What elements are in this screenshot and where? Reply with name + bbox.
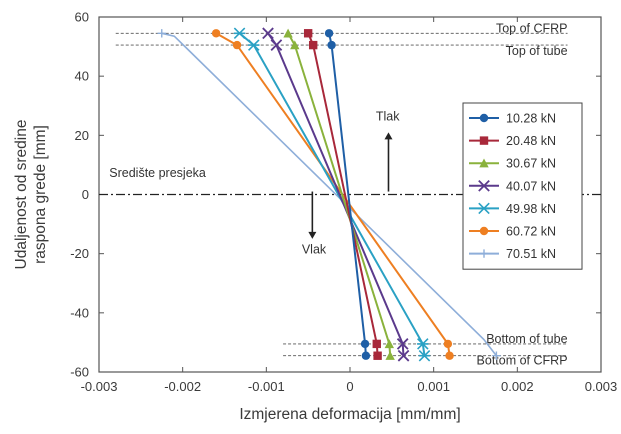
reference-line-label: Top of tube: [506, 44, 568, 58]
annotation-label: Središte presjeka: [109, 166, 206, 180]
reference-lines: Top of CFRP Top of tube Bottom of tube Bott…: [99, 21, 601, 368]
data-point: [417, 338, 429, 350]
legend-label: 30.67 kN: [506, 157, 556, 171]
x-axis-title: Izmjerena deformacija [mm/mm]: [239, 406, 460, 423]
reference-line-label: Bottom of CFRP: [477, 354, 568, 368]
data-point: [360, 339, 370, 349]
series-line: [238, 32, 426, 356]
series-line: [307, 32, 379, 356]
legend: 10.28 kN 20.48 kN 30.67 kN 40.07 kN 49.98 kN…: [462, 102, 583, 270]
data-point: [283, 28, 293, 38]
data-point: [308, 40, 318, 50]
legend-label: 20.48 kN: [506, 134, 556, 148]
data-point: [211, 29, 221, 38]
reference-line-label: Top of CFRP: [496, 21, 568, 35]
y-axis-title: Udaljenost od sredine raspona grede [mm]: [13, 120, 49, 270]
data-point: [290, 40, 300, 50]
x-tick-label: 0.003: [585, 379, 618, 394]
data-point: [262, 27, 274, 40]
y-tick-label: -20: [70, 246, 89, 261]
data-point: [396, 338, 409, 350]
y-tick-label: 60: [75, 10, 89, 25]
series-20-48-kn: [303, 29, 382, 360]
annotation-label: Tlak: [376, 110, 400, 124]
x-tick-label: 0.002: [501, 379, 534, 394]
data-point: [492, 351, 501, 360]
data-point: [397, 349, 410, 362]
data-point: [270, 39, 283, 51]
data-point: [384, 339, 395, 349]
y-tick-label: 0: [82, 187, 89, 202]
data-point: [373, 351, 382, 360]
data-point: [233, 27, 246, 40]
series-40-07-kn: [262, 27, 410, 362]
legend-label: 70.51 kN: [506, 247, 556, 261]
data-point: [478, 179, 490, 192]
direction-arrow-head: [308, 231, 317, 239]
y-tick-label: -40: [70, 305, 89, 320]
legend-label: 40.07 kN: [506, 179, 556, 193]
x-tick-label: -0.001: [248, 379, 285, 394]
data-point: [478, 202, 490, 215]
x-tick-label: 0.001: [417, 379, 450, 394]
legend-label: 10.28 kN: [506, 112, 556, 126]
data-point: [361, 351, 371, 360]
data-point: [445, 351, 454, 360]
data-point: [479, 113, 489, 123]
data-point: [479, 158, 489, 168]
data-point: [327, 40, 336, 50]
data-point: [157, 29, 166, 38]
annotation-label: Vlak: [302, 243, 327, 257]
legend-label: 60.72 kN: [506, 225, 556, 239]
y-axis-title-line: Udaljenost od sredine: [13, 120, 30, 270]
data-point: [248, 39, 260, 51]
data-point: [443, 339, 453, 349]
data-point: [324, 29, 334, 38]
data-point: [372, 339, 381, 349]
reference-line-label: Bottom of tube: [486, 332, 567, 346]
series-30-67-kn: [283, 28, 395, 360]
series-10-28-kn: [324, 29, 371, 360]
direction-arrow-head: [384, 132, 393, 140]
axis-ticks: -0.003 -0.002 -0.001 0 0.001 0.002 0.003 60 40 20…: [70, 10, 617, 395]
x-tick-label: -0.003: [81, 379, 118, 394]
y-tick-label: 40: [75, 69, 89, 84]
y-axis-title-line: raspona grede [mm]: [32, 125, 49, 264]
data-point: [418, 349, 431, 362]
data-point: [479, 249, 489, 258]
annotations: Tlak Vlak Središte presjeka: [109, 110, 400, 257]
data-point: [385, 351, 395, 360]
data-point: [479, 136, 489, 145]
series-line: [267, 32, 405, 356]
data-point: [479, 226, 489, 236]
data-point: [232, 40, 242, 50]
series-line: [161, 32, 498, 357]
y-tick-label: -60: [70, 365, 89, 380]
y-tick-label: 20: [75, 128, 89, 143]
legend-label: 49.98 kN: [506, 202, 556, 216]
data-point: [303, 29, 313, 38]
series-49-98-kn: [233, 27, 431, 362]
x-tick-label: -0.002: [164, 379, 201, 394]
series-70-51-kn: [157, 29, 501, 360]
series-line: [287, 32, 392, 356]
x-tick-label: 0: [346, 379, 353, 394]
series-group: [157, 27, 501, 362]
series-line: [328, 33, 367, 356]
